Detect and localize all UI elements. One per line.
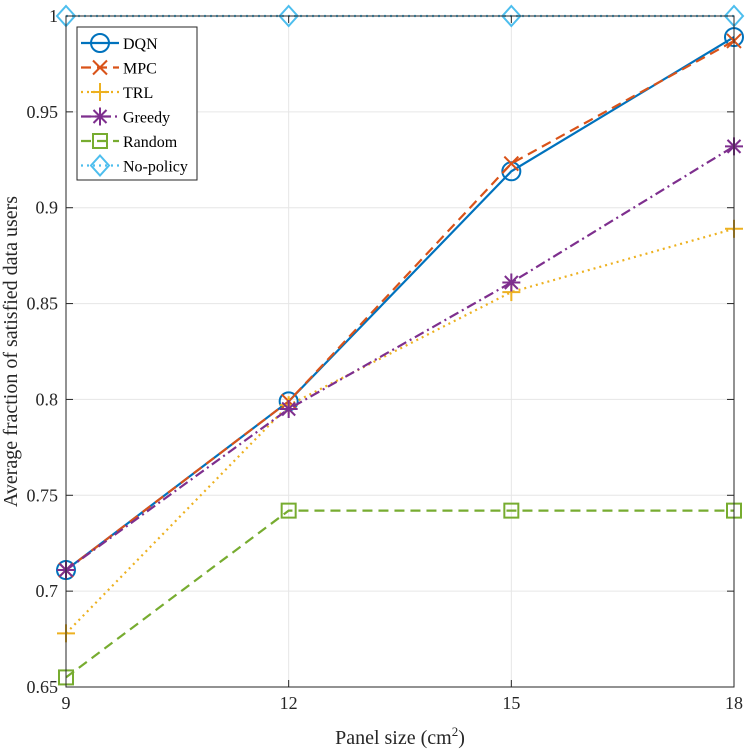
series-line-trl	[65, 227, 735, 635]
y-tick-label: 0.95	[27, 102, 59, 122]
legend-marker-mpc	[92, 59, 108, 76]
legend-marker-greedy	[91, 107, 109, 126]
y-tick-label: 0.75	[27, 485, 59, 505]
axes: 9 12 15 18 0.65 0.7 0.75 0.8 0.85 0.9 0.95 1	[27, 6, 744, 713]
x-tick-label: 15	[502, 693, 520, 713]
x-axis-label-superscript: 2	[452, 724, 459, 739]
legend-label-no-policy: No-policy	[123, 159, 188, 176]
y-tick-label: 1	[49, 6, 58, 26]
y-tick-label: 0.8	[36, 389, 59, 409]
legend-label-dqn: DQN	[123, 36, 158, 53]
y-tick-label: 0.7	[36, 581, 59, 601]
data-point-no-policy	[500, 4, 522, 28]
x-axis-label: Panel size (cm2)	[335, 724, 465, 749]
y-axis-label: Average fraction of satisfied data users	[0, 196, 22, 507]
axes-box	[65, 15, 735, 688]
legend-marker-trl	[91, 83, 109, 101]
legend-marker-dqn	[90, 33, 110, 53]
legend-marker-no-policy	[89, 154, 111, 177]
legend: DQN MPC TRL Greedy Random No-policy	[76, 26, 198, 181]
data-point-greedy	[502, 273, 521, 292]
y-tick-label: 0.85	[27, 294, 59, 314]
y-tick-label: 0.65	[27, 677, 59, 697]
data-point-mpc	[503, 155, 520, 172]
series-line-greedy	[65, 145, 735, 571]
x-axis-label-suffix: )	[458, 727, 465, 749]
x-axis-label-main: Panel size (cm	[335, 727, 452, 749]
data-point-random	[280, 502, 297, 519]
data-point-no-policy	[278, 4, 300, 28]
data-point-random	[503, 502, 520, 519]
x-tick-label: 18	[725, 693, 743, 713]
data-point-greedy	[279, 400, 298, 419]
series-line-dqn	[65, 36, 735, 571]
legend-marker-random	[92, 133, 108, 149]
legend-label-greedy: Greedy	[123, 110, 170, 127]
y-tick-label: 0.9	[36, 198, 59, 218]
x-tick-label: 12	[280, 693, 298, 713]
series-line-random	[65, 509, 734, 679]
x-tick-label: 9	[62, 693, 71, 713]
legend-label-mpc: MPC	[123, 61, 157, 78]
legend-label-trl: TRL	[123, 85, 153, 102]
legend-label-random: Random	[123, 134, 178, 151]
